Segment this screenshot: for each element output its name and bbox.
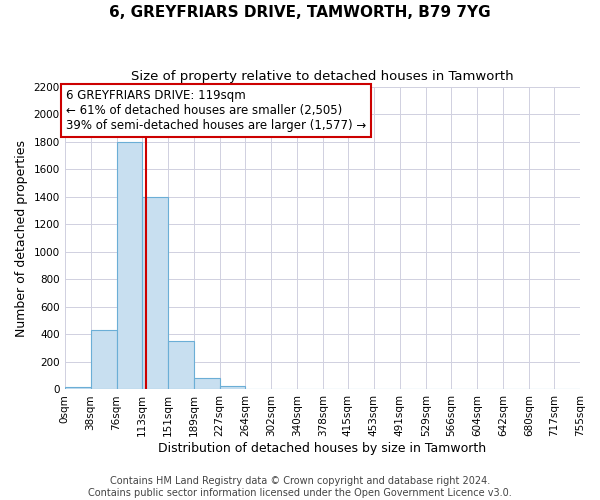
Bar [194,378,220,390]
Text: Contains HM Land Registry data © Crown copyright and database right 2024.
Contai: Contains HM Land Registry data © Crown c… [88,476,512,498]
Bar [91,330,116,390]
Bar [168,342,194,390]
X-axis label: Distribution of detached houses by size in Tamworth: Distribution of detached houses by size … [158,442,487,455]
Bar [116,142,142,390]
Bar [65,387,91,390]
Y-axis label: Number of detached properties: Number of detached properties [15,140,28,336]
Text: 6, GREYFRIARS DRIVE, TAMWORTH, B79 7YG: 6, GREYFRIARS DRIVE, TAMWORTH, B79 7YG [109,5,491,20]
Bar [142,197,168,390]
Title: Size of property relative to detached houses in Tamworth: Size of property relative to detached ho… [131,70,514,83]
Bar [220,386,245,390]
Text: 6 GREYFRIARS DRIVE: 119sqm
← 61% of detached houses are smaller (2,505)
39% of s: 6 GREYFRIARS DRIVE: 119sqm ← 61% of deta… [66,89,366,132]
